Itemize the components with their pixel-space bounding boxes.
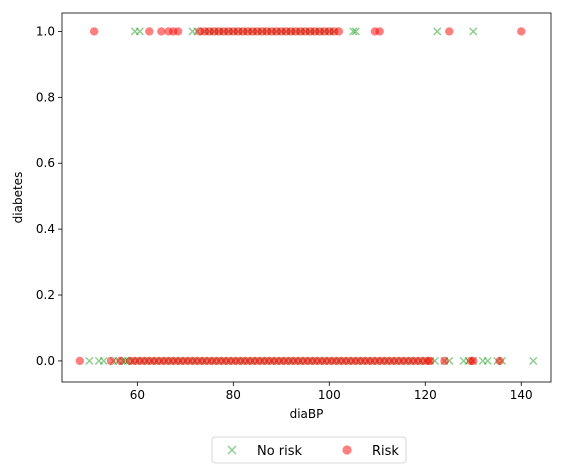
data-point-risk	[469, 356, 478, 366]
data-point-no-risk	[529, 356, 538, 366]
data-point-risk	[157, 27, 166, 36]
data-point-risk	[173, 27, 183, 36]
points-layer	[75, 27, 538, 366]
data-point-no-risk	[349, 27, 358, 36]
x-tick-label: 80	[226, 388, 241, 402]
y-tick-label: 1.0	[36, 24, 55, 38]
data-point-no-risk	[469, 27, 478, 36]
data-point-risk	[445, 27, 454, 36]
data-point-no-risk	[85, 356, 94, 366]
data-point-risk	[440, 356, 449, 366]
data-point-risk	[425, 356, 435, 366]
data-point-risk	[75, 356, 84, 366]
data-point-risk	[495, 356, 504, 366]
legend-risk-label: Risk	[372, 444, 399, 459]
x-tick-label: 100	[318, 388, 341, 402]
data-point-no-risk	[351, 27, 360, 36]
y-axis-ticks: 0.0 0.2 0.4 0.6 0.8 1.0	[36, 24, 62, 368]
y-tick-label: 0.4	[36, 222, 55, 236]
data-point-risk	[106, 356, 116, 366]
legend-no-risk-label: No risk	[257, 444, 303, 459]
data-point-no-risk	[135, 27, 144, 36]
data-point-no-risk	[483, 356, 492, 366]
x-axis-label: diaBP	[290, 407, 324, 421]
legend-items: No risk Risk	[227, 444, 399, 459]
data-point-risk	[375, 27, 384, 36]
data-point-risk	[116, 356, 125, 366]
legend-risk-marker	[342, 445, 352, 455]
data-point-no-risk	[99, 356, 108, 366]
y-tick-label: 0.2	[36, 288, 55, 302]
x-axis-ticks: 60 80 100 120 140	[130, 382, 533, 402]
series-no-risk	[85, 27, 538, 366]
y-tick-label: 0.0	[36, 354, 55, 368]
data-point-risk	[517, 27, 526, 36]
y-tick-label: 0.6	[36, 156, 55, 170]
data-point-no-risk	[433, 27, 442, 36]
plot-area-frame	[61, 12, 552, 383]
x-tick-label: 120	[414, 388, 437, 402]
legend-no-risk-marker	[227, 445, 237, 455]
y-axis-label: diabetes	[11, 172, 25, 224]
data-point-risk	[145, 27, 154, 36]
y-tick-label: 0.8	[36, 90, 55, 104]
x-tick-label: 140	[510, 388, 533, 402]
series-risk	[75, 27, 526, 366]
legend: No risk Risk	[211, 436, 407, 464]
x-tick-label: 60	[130, 388, 145, 402]
data-point-risk	[89, 27, 99, 36]
data-point-risk	[334, 27, 344, 36]
legend-box	[211, 436, 407, 464]
